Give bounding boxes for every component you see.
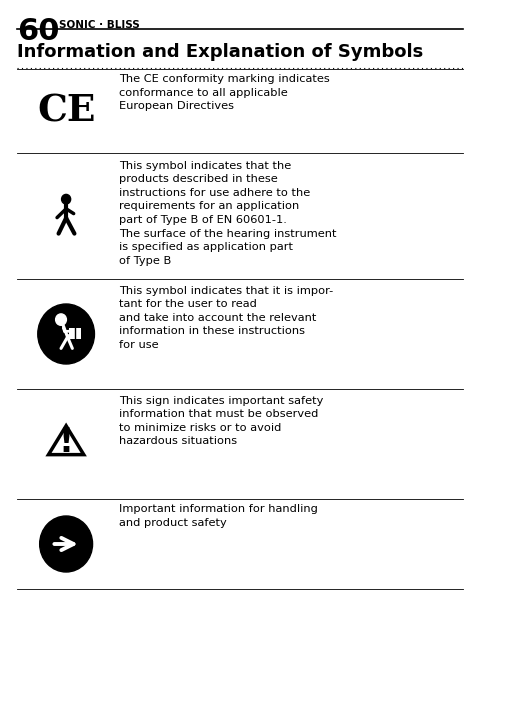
Polygon shape xyxy=(48,426,84,455)
Text: 60: 60 xyxy=(17,17,60,46)
Text: This sign indicates important safety
information that must be observed
to minimi: This sign indicates important safety inf… xyxy=(119,396,323,447)
Text: The CE conformity marking indicates
conformance to all applicable
European Direc: The CE conformity marking indicates conf… xyxy=(119,74,329,111)
Text: Important information for handling
and product safety: Important information for handling and p… xyxy=(119,504,317,528)
Text: !: ! xyxy=(59,426,73,459)
Text: SONIC · BLISS: SONIC · BLISS xyxy=(59,20,139,30)
Text: This symbol indicates that the
products described in these
instructions for use : This symbol indicates that the products … xyxy=(119,161,336,266)
Circle shape xyxy=(62,194,71,204)
Text: This symbol indicates that it is impor-
tant for the user to read
and take into : This symbol indicates that it is impor- … xyxy=(119,285,333,350)
Text: Information and Explanation of Symbols: Information and Explanation of Symbols xyxy=(17,43,422,61)
Circle shape xyxy=(39,516,92,572)
FancyBboxPatch shape xyxy=(69,328,81,339)
Text: CE: CE xyxy=(37,92,95,130)
Circle shape xyxy=(38,304,94,364)
Circle shape xyxy=(56,314,66,326)
